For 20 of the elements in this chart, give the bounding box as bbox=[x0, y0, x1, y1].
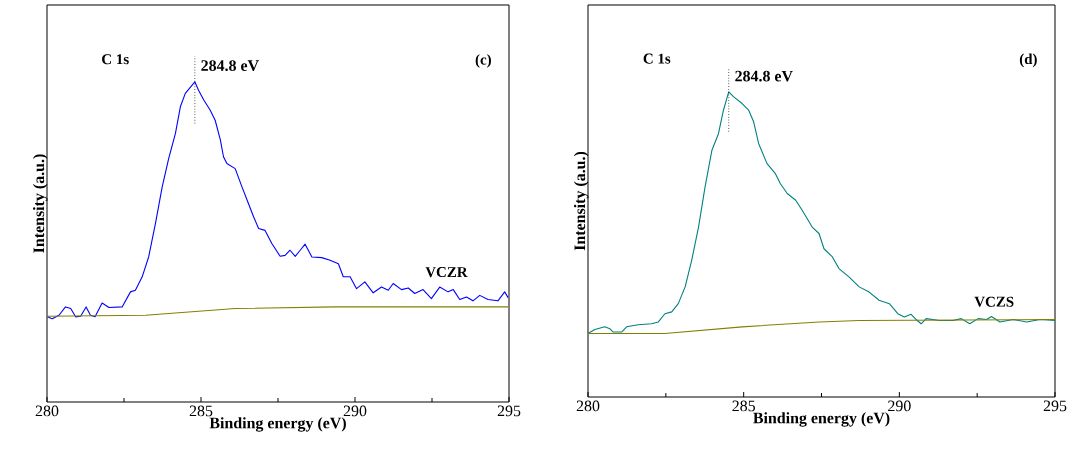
text: (d) bbox=[1019, 53, 1037, 68]
x-tick-label: 285 bbox=[189, 405, 213, 417]
text: 284.8 eV bbox=[201, 60, 259, 72]
y-axis-title: Intensity (a.u.) bbox=[32, 154, 48, 253]
x-tick-label: 280 bbox=[35, 405, 59, 417]
y-axis-title: Intensity (a.u.) bbox=[573, 151, 589, 251]
x-tick-label: 290 bbox=[343, 405, 367, 417]
series-label: VCZS bbox=[974, 296, 1014, 307]
text: 284.8 eV bbox=[735, 70, 793, 82]
text: C 1s bbox=[102, 54, 129, 65]
x-tick-label: 280 bbox=[576, 400, 600, 412]
series-label: VCZR bbox=[425, 267, 468, 278]
x-tick-label: 290 bbox=[888, 400, 911, 412]
x-tick-label: 295 bbox=[497, 405, 521, 417]
text: C 1s bbox=[643, 53, 671, 64]
x-tick-label: 285 bbox=[732, 400, 755, 412]
x-tick-label: 295 bbox=[1043, 400, 1067, 412]
text: (c) bbox=[475, 54, 491, 68]
x-axis-title: Binding energy (eV) bbox=[753, 412, 890, 427]
x-axis-title: Binding energy (eV) bbox=[209, 417, 346, 432]
